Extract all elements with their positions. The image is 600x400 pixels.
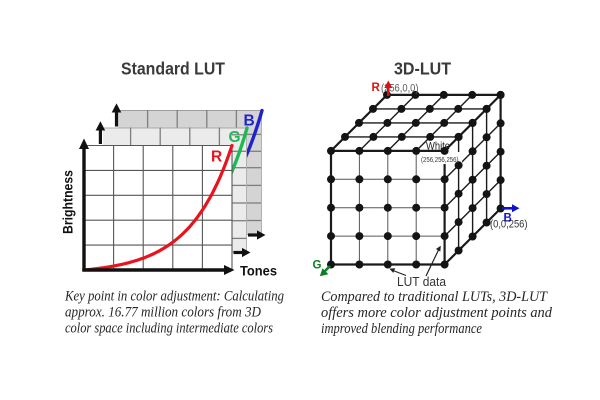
svg-text:Compared to traditional LUTs,: Compared to traditional LUTs, 3D-LUT [321,288,548,305]
svg-text:(256,256,256): (256,256,256) [421,155,459,164]
svg-text:B: B [244,113,255,130]
svg-text:improved blending performance: improved blending performance [321,320,482,337]
svg-text:White: White [426,141,450,153]
svg-text:G: G [229,129,241,146]
svg-text:Tones: Tones [240,263,277,279]
svg-text:R: R [372,82,381,94]
svg-text:(0,0,256): (0,0,256) [490,219,528,231]
svg-text:G: G [313,260,322,272]
svg-text:3D-LUT: 3D-LUT [394,59,451,79]
svg-text:Standard LUT: Standard LUT [121,59,225,79]
svg-text:R: R [211,149,222,166]
svg-text:B: B [504,213,512,225]
svg-text:Brightness: Brightness [61,170,76,234]
svg-text:offers more color adjustment p: offers more color adjustment points and [321,304,552,321]
svg-text:LUT data: LUT data [397,274,447,289]
svg-text:approx. 16.77 million colors f: approx. 16.77 million colors from 3D [65,304,261,321]
svg-text:Key point in color adjustment:: Key point in color adjustment: Calculati… [64,288,284,305]
svg-text:color space including intermed: color space including intermediate color… [65,320,273,337]
